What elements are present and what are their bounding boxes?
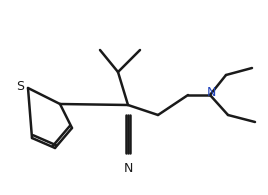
Text: S: S [16,81,24,93]
Text: N: N [206,87,216,99]
Text: N: N [123,161,133,175]
